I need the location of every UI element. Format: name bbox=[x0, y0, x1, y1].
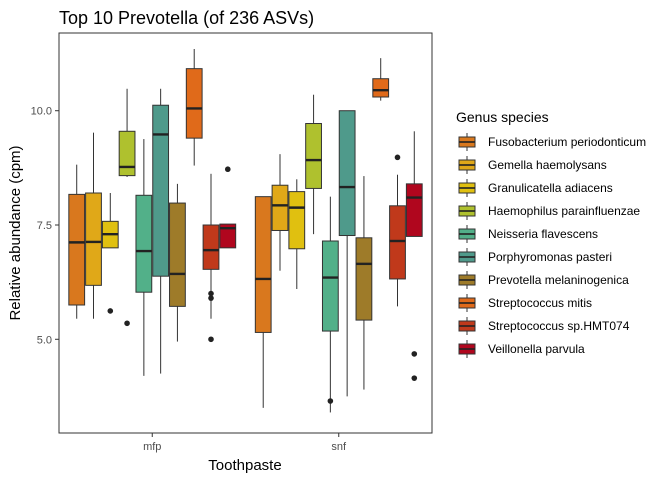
box-iqr bbox=[135, 194, 153, 293]
legend-key bbox=[458, 179, 476, 197]
outlier-point bbox=[208, 336, 214, 343]
legend-item: Fusobacterium periodonticum bbox=[458, 133, 646, 151]
outlier-point bbox=[394, 154, 401, 161]
box-mfp-9 bbox=[219, 166, 237, 249]
legend-label: Granulicatella adiacens bbox=[488, 181, 613, 195]
legend-key bbox=[458, 340, 476, 358]
legend-items: Fusobacterium periodonticum Gemella haemo… bbox=[458, 133, 646, 358]
chart-title: Top 10 Prevotella (of 236 ASVs) bbox=[59, 8, 314, 28]
legend-label: Veillonella parvula bbox=[488, 342, 585, 356]
legend-label: Porphyromonas pasteri bbox=[488, 250, 612, 264]
box-snf-6 bbox=[355, 176, 373, 390]
box-iqr bbox=[372, 78, 390, 98]
box-iqr bbox=[85, 192, 102, 286]
legend-item: Prevotella melaninogenica bbox=[458, 271, 629, 289]
legend-label: Gemella haemolysans bbox=[488, 158, 607, 172]
y-axis: 5.0 7.5 10.0 bbox=[31, 106, 59, 346]
legend-key bbox=[458, 133, 476, 151]
legend-key bbox=[458, 202, 476, 220]
outlier-point bbox=[327, 398, 334, 404]
y-axis-title: Relative abundance (cpm) bbox=[7, 145, 24, 320]
box-iqr bbox=[288, 191, 306, 250]
box-snf-5 bbox=[338, 110, 356, 397]
legend-item: Granulicatella adiacens bbox=[458, 179, 613, 197]
legend-key bbox=[458, 294, 476, 312]
outlier-point bbox=[107, 308, 114, 314]
box-snf-8 bbox=[389, 154, 406, 307]
legend-key bbox=[458, 248, 476, 266]
legend-label: Fusobacterium periodonticum bbox=[488, 135, 646, 149]
box-mfp-7 bbox=[185, 49, 203, 166]
box-iqr bbox=[305, 123, 322, 189]
y-tick-label: 7.5 bbox=[37, 220, 52, 232]
box-iqr bbox=[118, 130, 136, 177]
box-iqr bbox=[355, 237, 373, 321]
box-mfp-3 bbox=[118, 88, 136, 327]
legend-item: Streptococcus mitis bbox=[458, 294, 592, 312]
box-mfp-8 bbox=[202, 173, 220, 343]
box-iqr bbox=[202, 224, 220, 270]
box-snf-7 bbox=[372, 58, 390, 101]
box-mfp-0 bbox=[68, 164, 86, 319]
y-tick-label: 10.0 bbox=[31, 106, 52, 118]
legend-key bbox=[458, 225, 476, 243]
box-iqr bbox=[405, 183, 423, 237]
box-iqr bbox=[169, 202, 186, 307]
box-iqr bbox=[68, 193, 86, 306]
box-mfp-2 bbox=[101, 193, 119, 314]
box-snf-4 bbox=[321, 196, 339, 413]
x-tick-label: snf bbox=[331, 441, 347, 453]
box-iqr bbox=[338, 110, 356, 237]
legend-item: Veillonella parvula bbox=[458, 340, 585, 358]
legend-label: Streptococcus sp.HMT074 bbox=[488, 319, 630, 333]
legend-item: Porphyromonas pasteri bbox=[458, 248, 612, 266]
legend-key bbox=[458, 156, 476, 174]
plot-panel bbox=[58, 32, 433, 434]
outlier-point bbox=[208, 295, 214, 301]
legend-label: Streptococcus mitis bbox=[488, 296, 592, 310]
box-snf-3 bbox=[305, 94, 322, 235]
legend-label: Neisseria flavescens bbox=[488, 227, 598, 241]
outlier-point bbox=[411, 375, 418, 381]
legend-label: Prevotella melaninogenica bbox=[488, 273, 629, 287]
legend-item: Neisseria flavescens bbox=[458, 225, 598, 243]
box-snf-9 bbox=[405, 131, 423, 381]
legend-item: Streptococcus sp.HMT074 bbox=[458, 317, 630, 335]
box-iqr bbox=[254, 196, 272, 333]
plot-marks bbox=[68, 49, 423, 413]
outlier-point bbox=[411, 351, 418, 357]
box-iqr bbox=[152, 104, 170, 277]
x-axis: mfp snf bbox=[143, 433, 347, 453]
box-snf-0 bbox=[254, 196, 272, 408]
legend-item: Gemella haemolysans bbox=[458, 156, 607, 174]
box-iqr bbox=[321, 240, 339, 332]
legend: Genus species Fusobacterium periodonticu… bbox=[456, 109, 646, 358]
legend-label: Haemophilus parainfluenzae bbox=[488, 204, 640, 218]
legend-key bbox=[458, 317, 476, 335]
legend-key bbox=[458, 271, 476, 289]
box-snf-1 bbox=[271, 154, 289, 271]
outlier-point bbox=[208, 290, 214, 297]
x-tick-label: mfp bbox=[143, 441, 161, 453]
box-iqr bbox=[185, 68, 203, 139]
box-iqr bbox=[389, 205, 406, 280]
x-axis-title: Toothpaste bbox=[208, 457, 281, 474]
legend-item: Haemophilus parainfluenzae bbox=[458, 202, 640, 220]
outlier-point bbox=[224, 166, 231, 173]
y-tick-label: 5.0 bbox=[37, 334, 52, 346]
box-snf-2 bbox=[288, 179, 306, 289]
box-iqr bbox=[219, 223, 237, 249]
box-mfp-4 bbox=[135, 139, 153, 376]
box-mfp-5 bbox=[152, 88, 170, 374]
box-mfp-1 bbox=[85, 132, 102, 319]
outlier-point bbox=[124, 320, 130, 327]
box-mfp-6 bbox=[169, 183, 186, 342]
box-iqr bbox=[271, 184, 289, 231]
legend-title: Genus species bbox=[456, 109, 549, 125]
